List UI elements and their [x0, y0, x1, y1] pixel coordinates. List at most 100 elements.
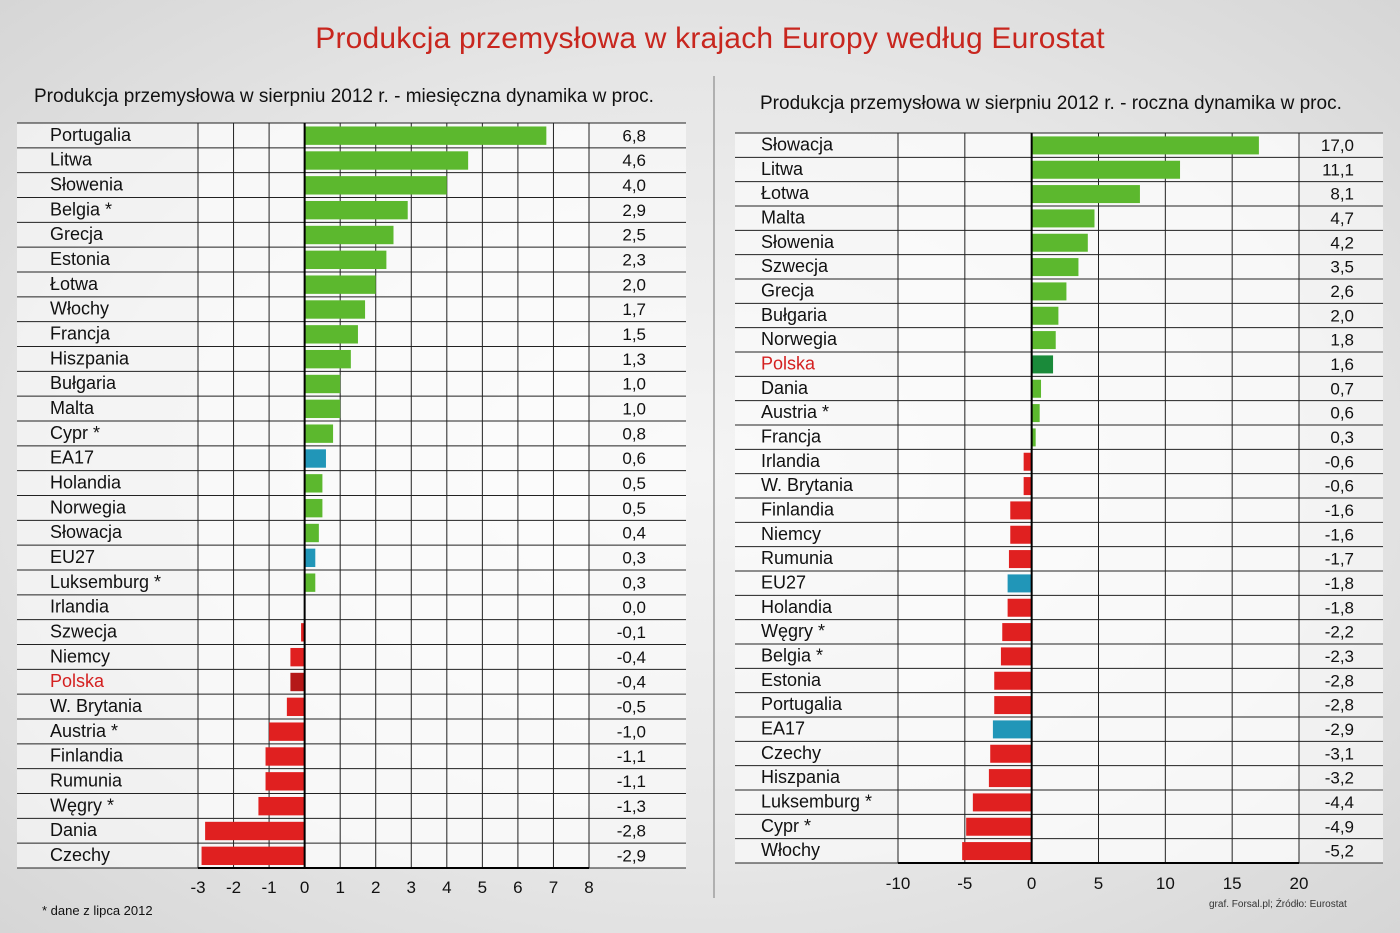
left-category-label-24: Austria *	[50, 721, 118, 741]
right-value-label-7: 2,0	[1330, 306, 1354, 325]
right-value-label-2: 8,1	[1330, 185, 1354, 204]
right-bar-15	[1010, 501, 1032, 520]
left-bar-10	[304, 374, 341, 394]
right-value-label-3: 4,7	[1330, 209, 1354, 228]
left-category-label-26: Rumunia	[50, 771, 123, 791]
left-bar-13	[304, 449, 326, 468]
left-value-label-22: -0,4	[617, 673, 646, 692]
left-x-tick-label: 5	[478, 878, 487, 897]
right-category-label-20: Węgry *	[761, 621, 825, 641]
right-category-label-12: Francja	[761, 427, 822, 447]
right-value-label-28: -4,9	[1325, 817, 1354, 836]
left-bar-27	[258, 796, 305, 816]
right-category-label-26: Hiszpania	[761, 767, 841, 787]
left-value-label-6: 2,0	[622, 275, 646, 294]
left-category-label-19: Irlandia	[50, 597, 110, 617]
left-value-label-23: -0,5	[617, 698, 646, 717]
right-category-label-19: Holandia	[761, 597, 833, 617]
left-bar-12	[304, 424, 334, 443]
main-title: Produkcja przemysłowa w krajach Europy w…	[315, 22, 1105, 55]
left-bar-23	[286, 697, 305, 717]
right-value-label-13: -0,6	[1325, 452, 1354, 471]
left-chart-title: Produkcja przemysłowa w sierpniu 2012 r.…	[34, 86, 654, 107]
right-value-label-26: -3,2	[1325, 769, 1354, 788]
right-category-label-0: Słowacja	[761, 135, 834, 155]
right-value-label-24: -2,9	[1325, 720, 1354, 739]
left-value-label-11: 1,0	[622, 400, 646, 419]
right-value-label-12: 0,3	[1330, 428, 1354, 447]
right-value-label-4: 4,2	[1330, 233, 1354, 252]
right-bar-19	[1007, 598, 1032, 617]
right-x-tick-label: -10	[886, 874, 911, 893]
left-value-label-2: 4,0	[622, 176, 646, 195]
left-value-label-28: -2,8	[617, 822, 646, 841]
left-x-tick-label: 7	[549, 878, 558, 897]
left-x-tick-label: -3	[190, 878, 205, 897]
right-bar-21	[1000, 647, 1032, 666]
right-category-label-1: Litwa	[761, 159, 804, 179]
left-category-label-22: Polska	[50, 671, 105, 691]
left-category-label-4: Grecja	[50, 224, 104, 244]
right-bar-27	[972, 793, 1032, 812]
right-chart-title: Produkcja przemysłowa w sierpniu 2012 r.…	[760, 93, 1342, 114]
right-x-tick-label: -5	[957, 874, 972, 893]
right-bar-13	[1023, 452, 1032, 471]
left-category-label-7: Włochy	[50, 299, 109, 319]
right-category-label-16: Niemcy	[761, 524, 821, 544]
left-category-label-12: Cypr *	[50, 423, 100, 443]
left-value-label-25: -1,1	[617, 747, 646, 766]
left-bar-2	[304, 176, 447, 195]
right-category-label-27: Luksemburg *	[761, 792, 872, 812]
right-bar-7	[1031, 306, 1059, 325]
right-category-label-13: Irlandia	[761, 451, 821, 471]
right-value-label-25: -3,1	[1325, 744, 1354, 763]
left-value-label-19: 0,0	[622, 598, 646, 617]
right-category-label-15: Finlandia	[761, 500, 835, 520]
right-category-label-22: Estonia	[761, 670, 822, 690]
left-bar-20	[301, 623, 305, 642]
left-category-label-8: Francja	[50, 324, 111, 344]
right-value-label-11: 0,6	[1330, 404, 1354, 423]
right-value-label-18: -1,8	[1325, 574, 1354, 593]
right-x-tick-label: 5	[1094, 874, 1103, 893]
right-category-label-23: Portugalia	[761, 694, 843, 714]
left-category-label-10: Bułgaria	[50, 373, 117, 393]
left-bar-16	[304, 523, 319, 543]
left-value-label-15: 0,5	[622, 499, 646, 518]
right-x-tick-label: 10	[1156, 874, 1175, 893]
right-bar-11	[1031, 404, 1040, 423]
left-bar-4	[304, 225, 394, 245]
left-bar-29	[201, 846, 305, 866]
right-value-label-0: 17,0	[1321, 136, 1354, 155]
left-value-label-20: -0,1	[617, 623, 646, 642]
right-value-label-15: -1,6	[1325, 501, 1354, 520]
right-x-tick-label: 20	[1290, 874, 1309, 893]
left-value-label-14: 0,5	[622, 474, 646, 493]
right-category-label-28: Cypr *	[761, 816, 811, 836]
left-x-tick-label: 6	[513, 878, 522, 897]
right-bar-17	[1008, 550, 1032, 569]
left-category-label-2: Słowenia	[50, 175, 124, 195]
left-bar-15	[304, 498, 323, 518]
left-category-label-27: Węgry *	[50, 795, 114, 815]
left-x-tick-label: 2	[371, 878, 380, 897]
right-category-label-5: Szwecja	[761, 256, 829, 276]
left-bar-0	[304, 126, 547, 145]
right-category-label-14: W. Brytania	[761, 475, 854, 495]
right-x-tick-label: 15	[1223, 874, 1242, 893]
right-category-label-17: Rumunia	[761, 548, 834, 568]
right-category-label-21: Belgia *	[761, 646, 823, 666]
left-value-label-3: 2,9	[622, 201, 646, 220]
right-bar-22	[994, 671, 1032, 690]
right-bar-24	[992, 720, 1032, 739]
left-category-label-17: EU27	[50, 547, 95, 567]
panel-divider	[713, 76, 715, 898]
left-x-tick-label: 3	[407, 878, 416, 897]
right-value-label-14: -0,6	[1325, 477, 1354, 496]
left-category-label-6: Łotwa	[50, 274, 99, 294]
left-bar-9	[304, 349, 351, 369]
left-bar-6	[304, 275, 376, 294]
left-category-label-1: Litwa	[50, 150, 93, 170]
left-bar-14	[304, 474, 323, 493]
right-category-label-6: Grecja	[761, 281, 815, 301]
